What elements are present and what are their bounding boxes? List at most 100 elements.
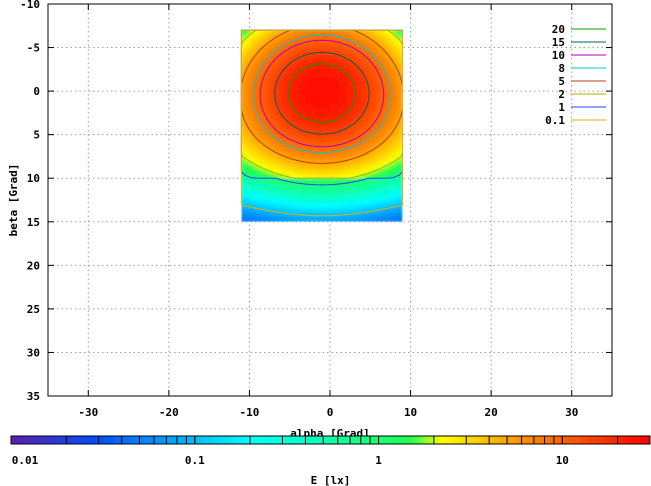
heatmap-cell	[374, 51, 379, 57]
heatmap-cell	[321, 38, 327, 44]
heatmap-cell	[313, 138, 319, 144]
heatmap-cell	[333, 169, 339, 175]
heatmap-cell	[241, 143, 246, 149]
heatmap-cell	[277, 173, 282, 179]
heatmap-cell	[273, 42, 278, 48]
heatmap-cell	[398, 156, 403, 162]
heatmap-cell	[333, 38, 339, 44]
heatmap-cell	[345, 103, 351, 109]
heatmap-cell	[365, 34, 371, 40]
heatmap-cell	[390, 42, 395, 48]
heatmap-cell	[390, 108, 395, 114]
heatmap-cell	[281, 99, 286, 105]
heatmap-cell	[289, 90, 295, 96]
heatmap-cell	[245, 69, 250, 74]
heatmap-cell	[329, 143, 335, 149]
legend-label: 5	[558, 75, 565, 88]
heatmap-cell	[277, 143, 282, 149]
heatmap-cell	[281, 47, 286, 53]
heatmap-cell	[325, 86, 331, 92]
heatmap-cell	[382, 151, 387, 157]
heatmap-cell	[281, 217, 286, 222]
heatmap-cell	[398, 108, 403, 114]
heatmap-cell	[257, 125, 262, 131]
heatmap-cell	[337, 182, 343, 188]
heatmap-cell	[273, 73, 278, 79]
heatmap-cell	[245, 51, 250, 57]
heatmap-cell	[305, 208, 311, 214]
heatmap-cell	[394, 151, 399, 157]
heatmap-cell	[321, 86, 327, 92]
heatmap-cell	[325, 82, 331, 88]
heatmap-cell	[341, 156, 347, 162]
heatmap-cell	[317, 177, 323, 183]
heatmap-cell	[378, 138, 383, 144]
heatmap-cell	[301, 64, 307, 70]
heatmap-cell	[265, 86, 270, 92]
heatmap-cell	[297, 86, 303, 92]
heatmap-cell	[345, 204, 351, 210]
heatmap-cell	[297, 51, 303, 57]
heatmap-cell	[301, 151, 307, 157]
heatmap-cell	[317, 156, 323, 162]
heatmap-cell	[341, 64, 347, 70]
heatmap-cell	[257, 86, 262, 92]
heatmap-cell	[374, 134, 379, 140]
heatmap-cell	[305, 112, 311, 118]
heatmap-cell	[349, 182, 355, 188]
heatmap-cell	[329, 51, 335, 57]
heatmap-cell	[337, 103, 343, 109]
heatmap-cell	[341, 190, 347, 196]
heatmap-cell	[321, 69, 327, 74]
heatmap-cell	[289, 186, 295, 192]
heatmap-cell	[345, 164, 351, 170]
heatmap-cell	[390, 147, 395, 153]
heatmap-cell	[321, 212, 327, 218]
heatmap-cell	[277, 103, 282, 109]
heatmap-cell	[325, 173, 331, 179]
heatmap-cell	[325, 186, 331, 192]
heatmap-cell	[249, 38, 254, 44]
heatmap-cell	[249, 34, 254, 40]
heatmap-cell	[398, 112, 403, 118]
heatmap-cell	[321, 143, 327, 149]
heatmap-cell	[337, 30, 343, 35]
heatmap-cell	[365, 30, 371, 35]
heatmap-cell	[241, 169, 246, 175]
heatmap-cell	[309, 30, 315, 35]
heatmap-cell	[329, 195, 335, 201]
heatmap-cell	[309, 51, 315, 57]
heatmap-cell	[341, 42, 347, 48]
heatmap-cell	[305, 121, 311, 127]
heatmap-cell	[365, 38, 371, 44]
heatmap-cell	[269, 112, 274, 118]
heatmap-cell	[249, 199, 254, 205]
heatmap-cell	[361, 108, 367, 114]
heatmap-cell	[277, 64, 282, 70]
heatmap-cell	[365, 60, 371, 66]
heatmap-cell	[277, 86, 282, 92]
heatmap-cell	[261, 151, 266, 157]
heatmap-cell	[293, 164, 299, 170]
heatmap-cell	[353, 42, 359, 48]
heatmap-cell	[285, 77, 291, 83]
heatmap-cell	[321, 47, 327, 53]
heatmap-cell	[365, 77, 371, 83]
heatmap-cell	[301, 160, 307, 166]
heatmap-cell	[374, 204, 379, 210]
heatmap-cell	[285, 30, 291, 35]
heatmap-cell	[390, 82, 395, 88]
heatmap-cell	[269, 99, 274, 105]
heatmap-cell	[321, 30, 327, 35]
heatmap-cell	[337, 195, 343, 201]
heatmap-cell	[249, 86, 254, 92]
heatmap-cell	[257, 199, 262, 205]
heatmap-cell	[329, 208, 335, 214]
heatmap-cell	[398, 169, 403, 175]
heatmap-cell	[349, 121, 355, 127]
heatmap-cell	[325, 51, 331, 57]
heatmap-cell	[369, 177, 375, 183]
heatmap-cell	[261, 77, 266, 83]
heatmap-cell	[345, 64, 351, 70]
heatmap-cell	[382, 134, 387, 140]
